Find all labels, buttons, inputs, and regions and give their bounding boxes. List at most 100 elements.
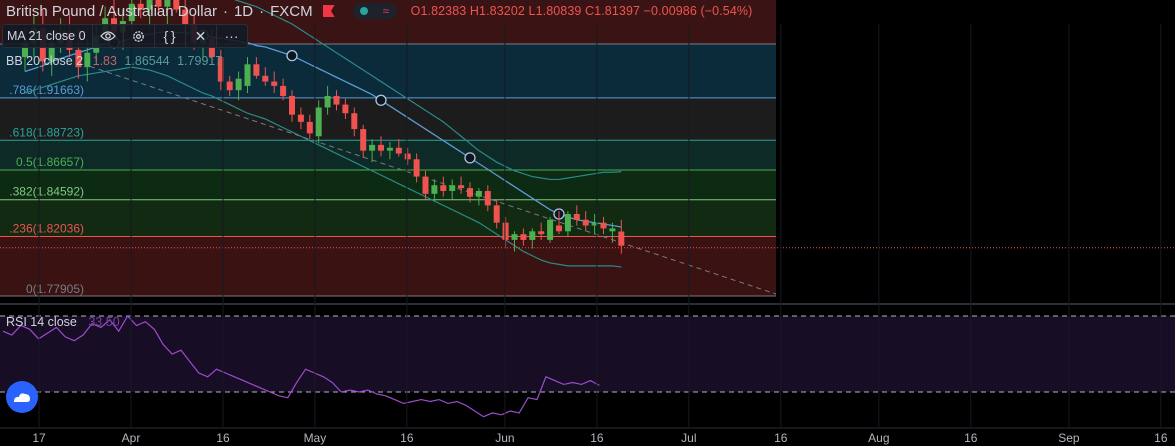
ohlc-values: O1.82383 H1.83202 L1.80839 C1.81397 −0.0… bbox=[411, 4, 753, 18]
candle-body bbox=[289, 95, 295, 115]
x-axis-tick-label: 16 bbox=[964, 431, 978, 445]
candle-body bbox=[297, 114, 304, 122]
close-value: C1.81397 bbox=[585, 4, 641, 18]
candle-body bbox=[422, 176, 429, 194]
candle-body bbox=[315, 107, 322, 137]
bb-indicator-legend[interactable]: BB 20 close 2 1.83 1.86544 1.79917 bbox=[6, 54, 222, 68]
bb-indicator-label: BB 20 close 2 bbox=[6, 54, 84, 68]
candle-body bbox=[146, 0, 153, 10]
candle-body bbox=[306, 121, 313, 134]
x-axis-tick-label: 17 bbox=[32, 431, 46, 445]
fib-level-label: 0.5(1.86657) bbox=[16, 155, 84, 169]
candle-body bbox=[618, 231, 625, 246]
rsi-indicator-legend[interactable]: RSI 14 close 33.50 bbox=[6, 315, 120, 329]
eye-icon[interactable] bbox=[91, 25, 123, 47]
candle-body bbox=[511, 234, 518, 240]
candle-body bbox=[440, 185, 447, 191]
bb-upper-value: 1.86544 bbox=[124, 54, 170, 68]
more-icon[interactable]: ··· bbox=[215, 25, 247, 47]
candle-body bbox=[226, 81, 233, 91]
candle-body bbox=[253, 64, 260, 76]
fib-level-label: .786(1.91663) bbox=[9, 83, 84, 97]
fib-zone bbox=[0, 236, 776, 296]
x-axis-tick-label: 16 bbox=[400, 431, 414, 445]
rsi-value: 33.50 bbox=[88, 315, 120, 329]
symbol-separator: · bbox=[222, 2, 228, 20]
market-open-dot-icon bbox=[359, 7, 368, 15]
candle-body bbox=[413, 159, 420, 177]
candle-body bbox=[386, 147, 393, 151]
fib-zone bbox=[0, 44, 776, 98]
high-value: H1.83202 bbox=[469, 4, 525, 18]
candle-body bbox=[431, 185, 438, 194]
candle-body bbox=[128, 3, 135, 22]
x-axis-tick-label: May bbox=[304, 431, 327, 445]
fib-level-label: .382(1.84592) bbox=[9, 185, 84, 199]
wave-icon: ≈ bbox=[382, 4, 390, 18]
candle-body bbox=[467, 188, 473, 197]
interval-label[interactable]: 1D bbox=[233, 2, 254, 20]
candle-body bbox=[271, 81, 278, 86]
x-axis-tick-label: Sep bbox=[1058, 431, 1080, 445]
bb-lower-value: 1.79917 bbox=[177, 54, 223, 68]
candle-body bbox=[244, 64, 251, 86]
candle-body bbox=[547, 219, 554, 240]
symbol-header: British Pound / Australian Dollar · 1D ·… bbox=[6, 2, 752, 20]
x-axis-tick-label: 16 bbox=[216, 431, 230, 445]
candle-body bbox=[324, 95, 331, 108]
change-value: −0.00986 (−0.54%) bbox=[643, 4, 753, 18]
close-icon[interactable]: ✕ bbox=[184, 25, 216, 47]
candle-body bbox=[360, 129, 367, 151]
x-axis-tick-label: 16 bbox=[1154, 431, 1168, 445]
candle-body bbox=[173, 0, 180, 10]
market-status-pill[interactable]: ≈ bbox=[352, 3, 397, 19]
candle-body bbox=[449, 185, 456, 191]
x-axis-tick-label: Aug bbox=[868, 431, 889, 445]
ma-indicator-legend[interactable]: MA 21 close 0 { } ✕ ··· bbox=[2, 24, 248, 48]
fib-level-label: .618(1.88723) bbox=[9, 125, 84, 139]
x-axis-tick-label: Jul bbox=[681, 431, 696, 445]
candle-body bbox=[280, 85, 287, 96]
candle-body bbox=[164, 0, 171, 7]
candle-body bbox=[458, 185, 465, 189]
candle-body bbox=[155, 0, 162, 7]
candle-body bbox=[182, 9, 189, 24]
candle-body bbox=[235, 78, 242, 91]
x-axis-tick-label: Jun bbox=[495, 431, 514, 445]
flag-icon[interactable] bbox=[322, 5, 335, 17]
candle-body bbox=[342, 104, 349, 114]
exchange-label: FXCM bbox=[270, 2, 313, 20]
bb-lower-line bbox=[24, 66, 622, 268]
symbol-name[interactable]: British Pound / Australian Dollar bbox=[6, 2, 217, 20]
ma-indicator-label: MA 21 close 0 bbox=[7, 29, 86, 43]
rsi-band bbox=[0, 316, 1175, 392]
candle-body bbox=[609, 228, 616, 232]
braces-icon[interactable]: { } bbox=[153, 25, 185, 47]
candle-body bbox=[564, 214, 571, 232]
candle-body bbox=[484, 190, 491, 206]
fib-zone bbox=[0, 170, 776, 200]
x-axis-tick-label: Apr bbox=[122, 431, 141, 445]
candle-body bbox=[493, 205, 500, 223]
candle-body bbox=[520, 234, 527, 240]
candle-body bbox=[217, 57, 224, 82]
rsi-line bbox=[2, 315, 600, 418]
symbol-separator: · bbox=[259, 2, 265, 20]
ma-marker bbox=[375, 94, 387, 106]
tradingview-logo-icon[interactable] bbox=[6, 381, 38, 413]
candle-body bbox=[84, 52, 91, 68]
fib-zone bbox=[0, 140, 776, 170]
ma-marker bbox=[464, 152, 476, 164]
candle-body bbox=[404, 153, 411, 160]
candle-body bbox=[75, 49, 82, 68]
candle-body bbox=[395, 147, 402, 154]
candle-body bbox=[48, 42, 55, 62]
pane-separator bbox=[0, 303, 1175, 305]
candle-body bbox=[573, 214, 580, 220]
candle-body bbox=[591, 222, 598, 226]
gear-icon[interactable] bbox=[122, 25, 154, 47]
candle-body bbox=[351, 113, 358, 130]
candle-body bbox=[378, 144, 384, 151]
candle-body bbox=[369, 144, 376, 151]
